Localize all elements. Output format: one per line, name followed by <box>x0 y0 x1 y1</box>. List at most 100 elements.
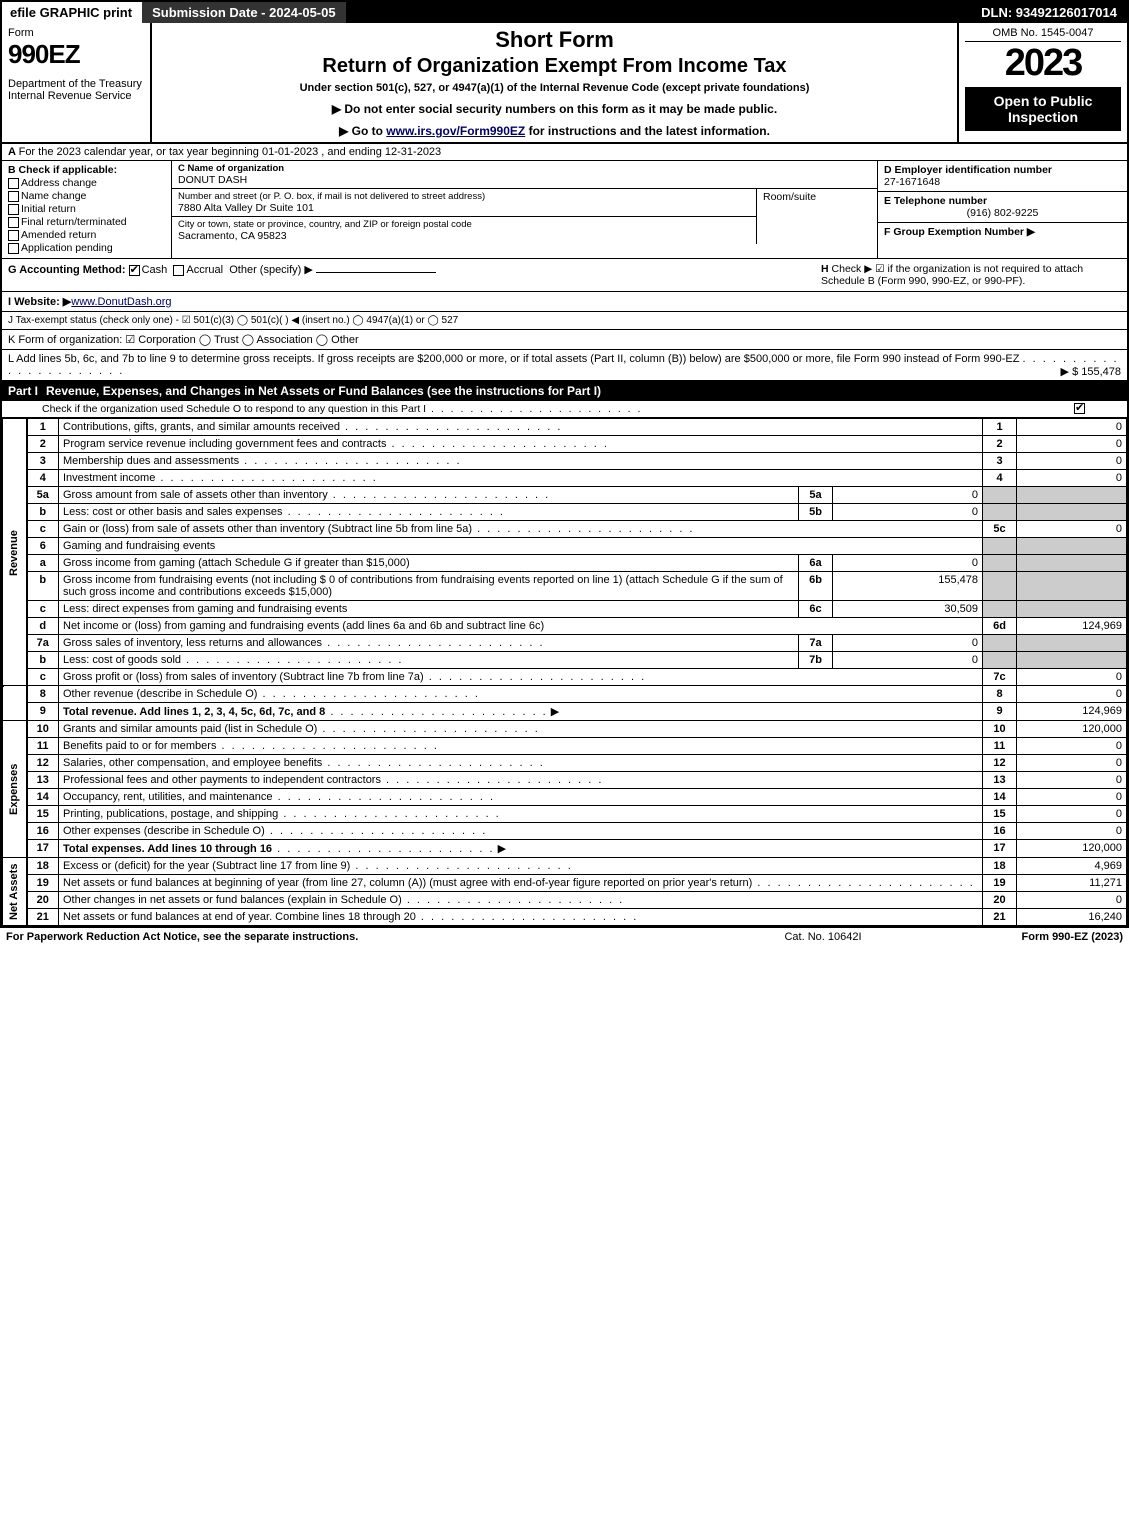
row-l: L Add lines 5b, 6c, and 7b to line 9 to … <box>2 350 1127 381</box>
l7c-n: c <box>27 669 59 686</box>
l4-box: 4 <box>983 470 1017 487</box>
l6d-d: Net income or (loss) from gaming and fun… <box>63 620 544 632</box>
chk-amended-return[interactable] <box>8 230 19 241</box>
l8-n: 8 <box>27 686 59 703</box>
l11-d: Benefits paid to or for members <box>63 740 216 752</box>
l6-n: 6 <box>27 538 59 555</box>
l5a-d: Gross amount from sale of assets other t… <box>63 489 328 501</box>
l14-d: Occupancy, rent, utilities, and maintena… <box>63 791 273 803</box>
l5b-sb: 5b <box>799 504 833 521</box>
row-i: I Website: ▶www.DonutDash.org <box>2 292 1127 312</box>
l6a-n: a <box>27 555 59 572</box>
l7b-n: b <box>27 652 59 669</box>
l16-n: 16 <box>27 823 59 840</box>
l16-amt: 0 <box>1017 823 1127 840</box>
l1-box: 1 <box>983 419 1017 436</box>
l16-box: 16 <box>983 823 1017 840</box>
row-j: J Tax-exempt status (check only one) - ☑… <box>2 312 1127 330</box>
chk-final-return[interactable] <box>8 217 19 228</box>
l-amt: ▶ $ 155,478 <box>1061 365 1121 378</box>
org-address: 7880 Alta Valley Dr Suite 101 <box>178 202 750 214</box>
part1-sub-text: Check if the organization used Schedule … <box>42 403 426 415</box>
chk-name-change[interactable] <box>8 191 19 202</box>
l3-d: Membership dues and assessments <box>63 455 239 467</box>
l19-box: 19 <box>983 875 1017 892</box>
chk-schedule-o[interactable] <box>1074 403 1085 414</box>
website-link[interactable]: www.DonutDash.org <box>71 296 171 308</box>
l1-d: Contributions, gifts, grants, and simila… <box>63 421 340 433</box>
l6d-n: d <box>27 618 59 635</box>
netassets-label: Net Assets <box>3 858 27 926</box>
e-lab: E Telephone number <box>884 195 987 207</box>
c-addr-lab: Number and street (or P. O. box, if mail… <box>178 191 750 202</box>
l11-amt: 0 <box>1017 738 1127 755</box>
l13-amt: 0 <box>1017 772 1127 789</box>
l9-d: Total revenue. Add lines 1, 2, 3, 4, 5c,… <box>63 706 325 718</box>
footer-catno: Cat. No. 10642I <box>723 931 923 943</box>
instruction-1: ▶ Do not enter social security numbers o… <box>160 102 949 116</box>
l18-n: 18 <box>27 858 59 875</box>
l3-n: 3 <box>27 453 59 470</box>
l11-box: 11 <box>983 738 1017 755</box>
l5c-d: Gain or (loss) from sale of assets other… <box>63 523 472 535</box>
chk-cash[interactable] <box>129 265 140 276</box>
l1-n: 1 <box>27 419 59 436</box>
chk-application-pending[interactable] <box>8 243 19 254</box>
l8-amt: 0 <box>1017 686 1127 703</box>
part1-label: Part I <box>8 384 46 398</box>
i-lab: I Website: ▶ <box>8 296 71 308</box>
l10-d: Grants and similar amounts paid (list in… <box>63 723 317 735</box>
l21-n: 21 <box>27 909 59 926</box>
row-a-text: For the 2023 calendar year, or tax year … <box>19 146 442 158</box>
l1-amt: 0 <box>1017 419 1127 436</box>
b-item-4: Amended return <box>21 229 96 241</box>
chk-accrual[interactable] <box>173 265 184 276</box>
submission-date: Submission Date - 2024-05-05 <box>140 2 346 23</box>
col-d-e-f: D Employer identification number 27-1671… <box>877 161 1127 258</box>
l18-box: 18 <box>983 858 1017 875</box>
col-b: B Check if applicable: Address change Na… <box>2 161 172 258</box>
chk-initial-return[interactable] <box>8 204 19 215</box>
l8-d: Other revenue (describe in Schedule O) <box>63 688 257 700</box>
l6-d: Gaming and fundraising events <box>59 538 983 555</box>
chk-address-change[interactable] <box>8 178 19 189</box>
l9-amt: 124,969 <box>1017 703 1127 721</box>
l5a-sv: 0 <box>833 487 983 504</box>
l4-d: Investment income <box>63 472 155 484</box>
l6a-d: Gross income from gaming (attach Schedul… <box>63 557 410 569</box>
dln: DLN: 93492126017014 <box>971 2 1127 23</box>
l7b-sb: 7b <box>799 652 833 669</box>
g-other: Other (specify) ▶ <box>229 264 313 276</box>
l-text: L Add lines 5b, 6c, and 7b to line 9 to … <box>8 353 1019 365</box>
form-container: efile GRAPHIC print Submission Date - 20… <box>0 0 1129 928</box>
l17-amt: 120,000 <box>1017 840 1127 858</box>
l13-d: Professional fees and other payments to … <box>63 774 381 786</box>
l13-box: 13 <box>983 772 1017 789</box>
l6b-sv: 155,478 <box>833 572 983 601</box>
l7a-d: Gross sales of inventory, less returns a… <box>63 637 322 649</box>
l20-box: 20 <box>983 892 1017 909</box>
l14-amt: 0 <box>1017 789 1127 806</box>
l18-amt: 4,969 <box>1017 858 1127 875</box>
phone-value: (916) 802-9225 <box>884 207 1121 219</box>
l6c-sv: 30,509 <box>833 601 983 618</box>
b-item-2: Initial return <box>21 203 76 215</box>
l3-box: 3 <box>983 453 1017 470</box>
efile-label[interactable]: efile GRAPHIC print <box>2 2 140 23</box>
l15-box: 15 <box>983 806 1017 823</box>
c-name-lab: C Name of organization <box>178 163 284 174</box>
l8-box: 8 <box>983 686 1017 703</box>
c-city-lab: City or town, state or province, country… <box>178 219 750 230</box>
tax-year: 2023 <box>965 42 1121 85</box>
g-lab: G Accounting Method: <box>8 264 126 276</box>
l11-n: 11 <box>27 738 59 755</box>
l7a-n: 7a <box>27 635 59 652</box>
l19-amt: 11,271 <box>1017 875 1127 892</box>
org-name: DONUT DASH <box>178 174 871 186</box>
irs-link[interactable]: www.irs.gov/Form990EZ <box>386 124 525 138</box>
dept-label: Department of the Treasury Internal Reve… <box>8 78 144 102</box>
expenses-label: Expenses <box>3 721 27 858</box>
form-header: Form 990EZ Department of the Treasury In… <box>2 23 1127 144</box>
l5a-shade2 <box>1017 487 1127 504</box>
l12-amt: 0 <box>1017 755 1127 772</box>
